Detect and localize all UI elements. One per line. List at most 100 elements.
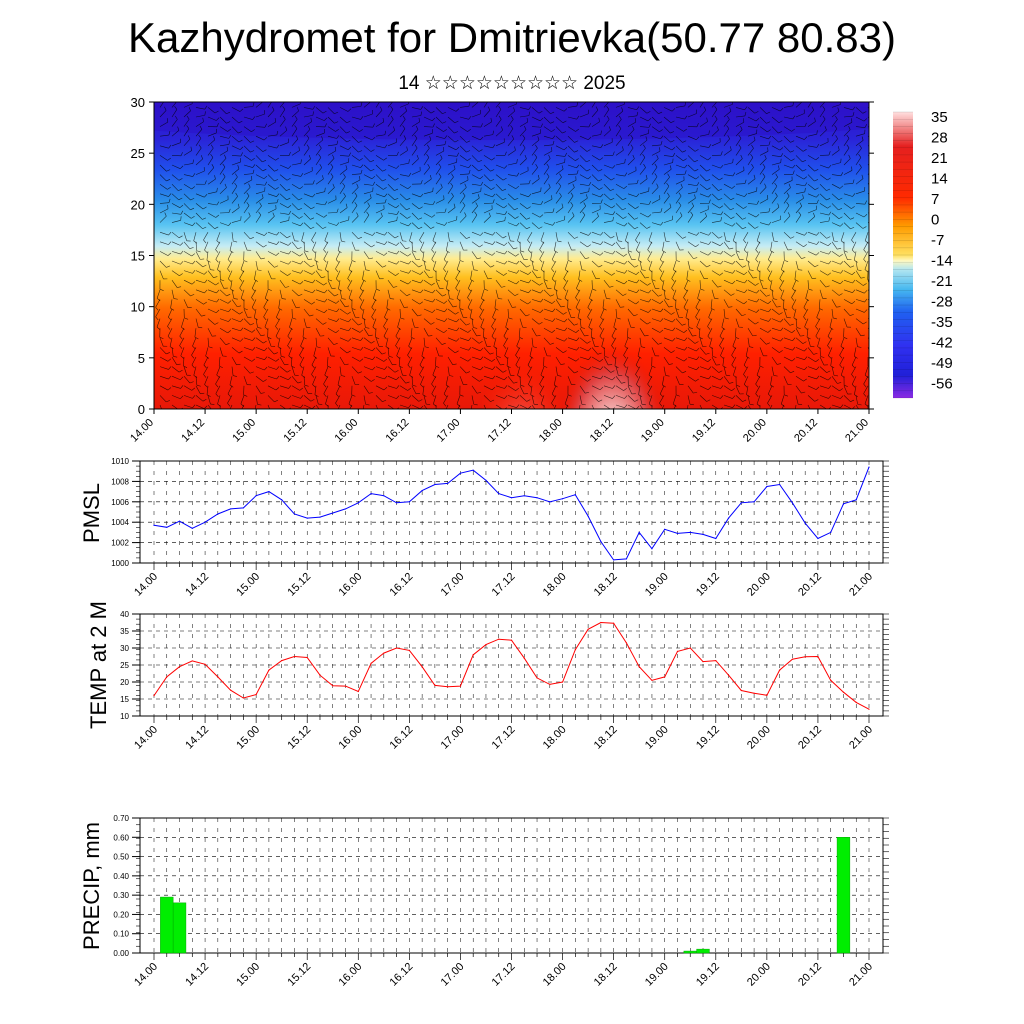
- wind-barb-flag: [396, 250, 400, 255]
- wind-barb-flag: [176, 97, 178, 100]
- wind-barb-flag: [275, 358, 280, 362]
- wind-barb-shaft: [651, 198, 661, 204]
- temp-point: [638, 666, 640, 668]
- wind-barb-flag: [527, 206, 531, 210]
- wind-barb-shaft: [555, 186, 562, 194]
- wind-barb-shaft: [275, 328, 281, 337]
- wind-barb-shaft: [180, 347, 185, 356]
- temp-point: [523, 657, 525, 659]
- wind-barb-shaft: [315, 139, 324, 147]
- wind-barb-flag: [468, 169, 471, 174]
- wind-barb-flag: [716, 97, 718, 101]
- wind-barb-shaft: [279, 193, 287, 201]
- wind-barb-shaft: [759, 144, 769, 147]
- wind-barb-flag: [678, 192, 682, 197]
- wind-barb-flag: [294, 115, 298, 120]
- wind-barb-shaft: [527, 356, 533, 366]
- wind-barb-shaft: [471, 183, 481, 186]
- wind-barb-flag: [250, 237, 254, 240]
- wind-barb-flag: [215, 393, 219, 397]
- wind-barb-flag: [604, 356, 609, 358]
- wind-barb-flag: [312, 193, 316, 198]
- wind-barb-flag: [552, 413, 555, 416]
- wind-barb-shaft: [603, 231, 611, 239]
- wind-barb-shaft: [735, 212, 743, 220]
- wind-barb-shaft: [325, 395, 329, 405]
- wind-barb-flag: [672, 413, 675, 416]
- wind-barb-shaft: [747, 167, 754, 175]
- wind-barb-shaft: [255, 190, 265, 195]
- wind-barb-shaft: [231, 155, 241, 157]
- wind-barb-flag: [625, 240, 629, 244]
- wind-barb-flag: [491, 358, 496, 362]
- wind-barb-flag: [191, 387, 196, 391]
- heat-ytick-label: 20: [131, 197, 145, 212]
- wind-barb-shaft: [351, 231, 359, 239]
- wind-barb-shaft: [771, 356, 778, 365]
- wind-barb-flag: [863, 214, 868, 218]
- wind-barb-flag: [618, 115, 622, 120]
- wind-barb-flag: [186, 115, 190, 120]
- temp-ytick-label: 25: [120, 661, 129, 670]
- pmsl-point: [472, 469, 474, 471]
- wind-barb-shaft: [183, 203, 191, 211]
- wind-barb-shaft: [627, 270, 637, 275]
- wind-barb-shaft: [159, 155, 168, 161]
- pmsl-point: [791, 502, 793, 504]
- wind-barb-shaft: [159, 337, 164, 347]
- wind-barb-flag: [597, 352, 602, 355]
- wind-barb-shaft: [543, 135, 553, 140]
- wind-barb-flag: [562, 131, 567, 134]
- wind-barb-flag: [720, 355, 724, 359]
- wind-barb-flag: [681, 323, 686, 326]
- wind-barb-flag: [360, 288, 364, 292]
- wind-barb-flag: [449, 298, 454, 300]
- wind-barb-flag: [156, 298, 161, 302]
- wind-barb-shaft: [207, 289, 217, 294]
- wind-barb-shaft: [783, 356, 793, 362]
- wind-barb-shaft: [315, 289, 325, 294]
- wind-barb-shaft: [219, 347, 223, 357]
- wind-barb-flag: [529, 355, 534, 359]
- wind-barb-shaft: [686, 270, 689, 280]
- wind-barb-shaft: [735, 129, 743, 137]
- wind-barb-flag: [166, 169, 171, 172]
- wind-barb-flag: [396, 355, 400, 359]
- wind-barb-shaft: [471, 375, 480, 382]
- wind-barb-flag: [216, 289, 220, 294]
- wind-barb-shaft: [615, 299, 621, 308]
- wind-barb-shaft: [159, 110, 167, 118]
- wind-barb-flag: [190, 198, 195, 201]
- precip-ytick-label: 0.10: [113, 930, 129, 939]
- wind-barb-flag: [816, 232, 820, 236]
- wind-barb-flag: [672, 338, 676, 342]
- wind-barb-shaft: [315, 260, 319, 270]
- wind-barb-flag: [533, 269, 538, 271]
- wind-barb-flag: [670, 120, 675, 124]
- wind-barb-flag: [491, 187, 495, 190]
- wind-barb-flag: [248, 212, 251, 217]
- wind-barb-flag: [859, 163, 862, 168]
- temp-point: [549, 683, 551, 685]
- wind-barb-flag: [323, 214, 328, 218]
- wind-barb-flag: [204, 289, 208, 294]
- wind-barb-shaft: [615, 203, 623, 211]
- wind-barb-shaft: [711, 260, 721, 265]
- wind-barb-flag: [383, 157, 387, 161]
- wind-barb-flag: [251, 175, 253, 180]
- wind-barb-flag: [204, 249, 208, 254]
- wind-barb-flag: [768, 208, 771, 213]
- wind-barb-flag: [742, 118, 745, 123]
- wind-barb-shaft: [659, 395, 665, 404]
- wind-barb-flag: [179, 335, 183, 340]
- wind-barb-flag: [720, 250, 724, 255]
- wind-barb-shaft: [675, 105, 685, 108]
- wind-barb-flag: [159, 288, 164, 291]
- pmsl-xtick-label: 17.12: [490, 571, 518, 599]
- wind-barb-shaft: [219, 144, 229, 147]
- wind-barb-flag: [707, 326, 711, 330]
- pmsl-point: [383, 495, 385, 497]
- wind-barb-shaft: [507, 308, 509, 318]
- wind-barb-flag: [341, 298, 346, 300]
- wind-barb-flag: [348, 403, 353, 407]
